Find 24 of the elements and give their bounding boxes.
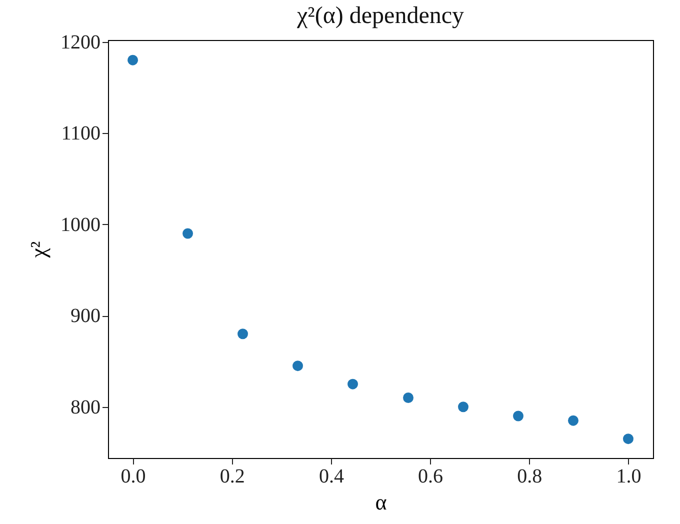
point [512,410,524,422]
point [238,328,248,340]
y-tick-label: 1100 [61,122,100,145]
x-tick-label: 0.8 [517,466,542,488]
x-axis-title: α [375,490,388,514]
point [458,402,468,412]
x-tick-label: 0.4 [318,466,344,488]
x-tick-label: 1.0 [616,466,642,488]
y-tick-label: 1000 [60,214,100,236]
y-tick-label: 1200 [60,31,100,54]
y-axis-title: χ² [26,240,50,259]
point [622,434,634,444]
x-tick-label: 0.6 [418,466,444,488]
x-tick-label: 0.0 [120,466,146,488]
x-tick-label: 0.2 [220,466,245,488]
point [128,54,138,66]
point [182,228,194,239]
point [292,360,304,372]
point [568,415,578,426]
point [348,378,358,390]
y-tick-label: 900 [70,305,100,328]
y-tick-label: 800 [70,396,100,418]
point [403,392,414,403]
chart-title: χ²(α) dependency [296,2,464,29]
